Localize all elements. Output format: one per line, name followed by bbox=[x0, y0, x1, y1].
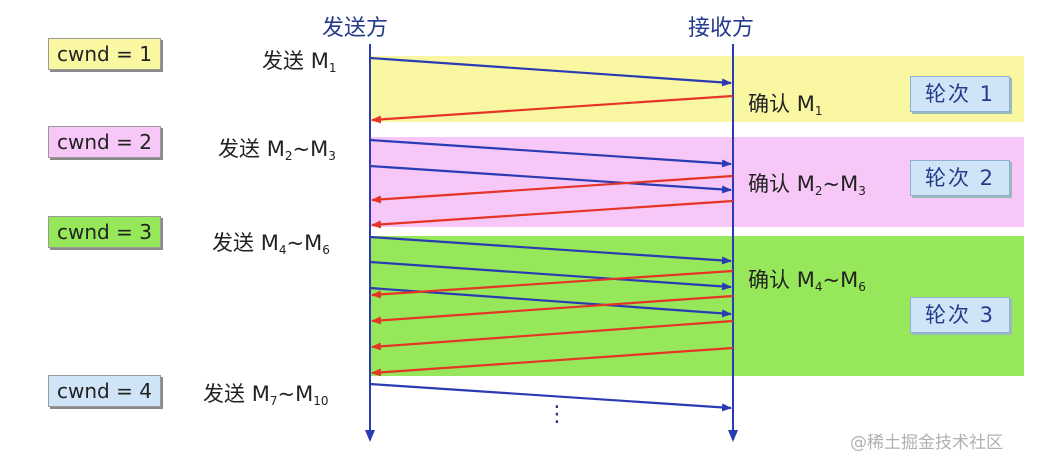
sender-header: 发送方 bbox=[322, 16, 389, 41]
ack-arrow bbox=[371, 199, 734, 229]
ack-arrow bbox=[371, 346, 734, 377]
cwnd-box-3: cwnd = 3 bbox=[48, 216, 161, 248]
ack-label-2: 确认 M2~M3 bbox=[748, 172, 866, 198]
ack-arrow bbox=[371, 174, 734, 204]
send-label-4: 发送 M7~M10 bbox=[203, 382, 329, 408]
send-label-1: 发送 M1 bbox=[262, 49, 337, 75]
round-label-2: 轮次 2 bbox=[910, 160, 1010, 196]
send-label-2: 发送 M2~M3 bbox=[218, 137, 336, 163]
cwnd-box-4: cwnd = 4 bbox=[48, 375, 161, 407]
ack-arrow bbox=[371, 269, 734, 299]
round-label-3: 轮次 3 bbox=[910, 297, 1010, 333]
ack-arrow bbox=[371, 319, 734, 351]
sender-timeline-arrowhead bbox=[365, 430, 375, 442]
receiver-header: 接收方 bbox=[688, 16, 755, 41]
ack-label-1: 确认 M1 bbox=[748, 92, 823, 118]
send-arrow bbox=[369, 286, 732, 318]
send-label-3: 发送 M4~M6 bbox=[212, 231, 330, 257]
cwnd-box-1: cwnd = 1 bbox=[48, 38, 161, 70]
send-arrow bbox=[369, 164, 732, 194]
send-arrow bbox=[369, 382, 732, 412]
watermark: @稀土掘金技术社区 bbox=[850, 433, 1003, 453]
ack-arrow bbox=[371, 294, 734, 325]
send-arrow bbox=[369, 56, 732, 87]
send-arrow bbox=[369, 260, 732, 291]
ack-arrow bbox=[371, 94, 734, 124]
cwnd-box-2: cwnd = 2 bbox=[48, 126, 161, 158]
ack-label-3: 确认 M4~M6 bbox=[748, 268, 866, 294]
receiver-timeline-arrowhead bbox=[728, 430, 738, 442]
ellipsis: ⋮ bbox=[546, 402, 568, 427]
send-arrow bbox=[369, 138, 732, 168]
send-arrow bbox=[369, 235, 732, 265]
round-label-1: 轮次 1 bbox=[910, 76, 1010, 112]
